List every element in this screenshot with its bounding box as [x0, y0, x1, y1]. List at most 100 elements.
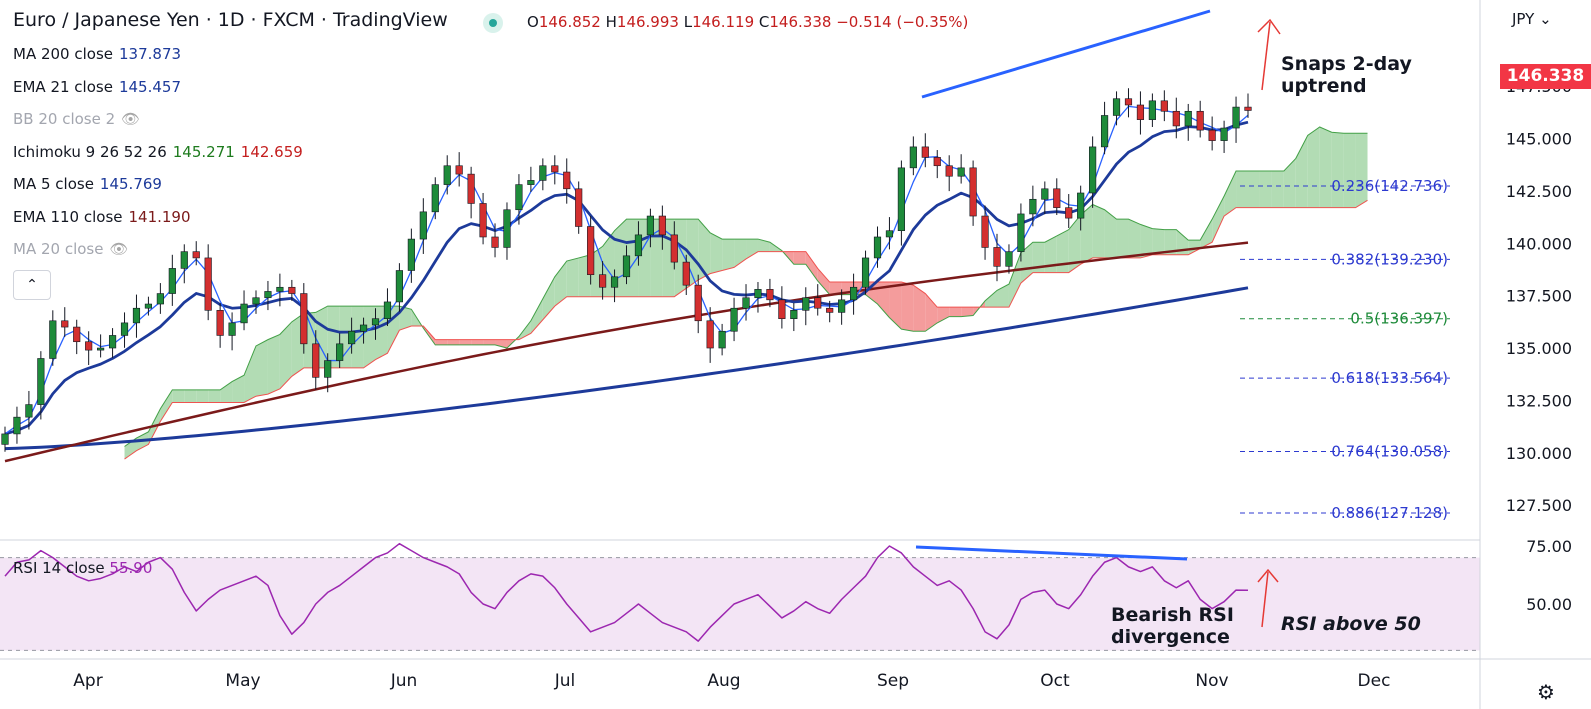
candlesticks [1, 88, 1252, 452]
cloud-segment [1343, 133, 1356, 208]
ohlc-o-label: O [527, 13, 539, 31]
ohlc-change: −0.514 (−0.35%) [836, 13, 969, 31]
candle-body [682, 261, 690, 286]
price-tick-label: 145.000 [1506, 130, 1572, 149]
cloud-segment [1020, 242, 1033, 284]
candle-body [885, 230, 894, 238]
time-tick-label: Oct [1040, 671, 1070, 691]
cloud-segment [554, 261, 567, 307]
cloud-segment [901, 282, 914, 332]
fib-level-label: 0.382(139.230) [1331, 250, 1448, 268]
candle-body [324, 360, 332, 378]
cloud-segment [1248, 170, 1260, 208]
senkou-span-b [124, 199, 1368, 460]
candle-body [658, 215, 666, 236]
candle-body [443, 165, 451, 185]
indicator-name: EMA 110 close [13, 207, 123, 226]
ohlc-high: 146.993 [616, 13, 679, 31]
cloud-segment [1092, 204, 1105, 258]
candle-body [1208, 129, 1216, 141]
indicator-legend-row[interactable]: MA 200 close 137.873 [13, 45, 181, 63]
cloud-segment [530, 298, 543, 334]
bearish-divergence-text: divergence [1111, 626, 1230, 648]
candle-body [1232, 106, 1240, 129]
ohlc-readout: O146.852 H146.993 L146.119 C146.338 −0.5… [527, 13, 968, 31]
cloud-segment [184, 389, 197, 403]
rsi-legend: RSI 14 close 55.90 [13, 559, 152, 577]
cloud-segment [244, 345, 256, 403]
candle-body [97, 347, 105, 351]
candle-body [515, 184, 523, 211]
candle-body [300, 293, 308, 345]
rsi-above-50-text: RSI above 50 [1281, 613, 1421, 635]
candle-body [969, 167, 977, 217]
cloud-segment [949, 307, 962, 317]
candle-body [587, 226, 595, 275]
hidden-eye-icon[interactable]: 👁 [109, 240, 129, 258]
collapse-legend-button[interactable]: ⌃ [13, 270, 51, 300]
candle-body [1005, 251, 1013, 267]
cloud-segment [363, 306, 376, 368]
indicator-legend-row[interactable]: MA 5 close 145.769 [13, 175, 162, 193]
candle-body [527, 180, 535, 185]
indicator-value: 145.457 [118, 77, 181, 96]
indicator-legend-row[interactable]: BB 20 close 2 👁 [13, 110, 140, 128]
indicator-value: 141.190 [128, 207, 191, 226]
cloud-segment [710, 232, 723, 274]
candle-body [73, 326, 81, 343]
indicator-legend-row[interactable]: EMA 21 close 145.457 [13, 78, 181, 96]
hidden-eye-icon[interactable]: 👁 [121, 110, 141, 128]
ohlc-close: 146.338 [769, 13, 832, 31]
candle-body [108, 335, 117, 349]
fib-level-label: 0.764(130.058) [1331, 443, 1448, 461]
candle-body [407, 238, 415, 271]
ohlc-low: 146.119 [692, 13, 755, 31]
candle-body [395, 270, 404, 303]
candle-body [599, 274, 607, 288]
currency-selector[interactable]: JPY ⌄ [1512, 10, 1552, 28]
cloud-segment [566, 257, 579, 297]
candle-body [610, 276, 619, 288]
candle-body [156, 293, 164, 305]
fib-level-label: 0.236(142.736) [1331, 177, 1448, 195]
candle-body [539, 165, 547, 181]
cloud-segment [196, 389, 209, 403]
candle-body [1077, 192, 1085, 219]
candle-body [802, 297, 810, 311]
cloud-segment [220, 381, 233, 403]
candle-body [670, 234, 678, 263]
indicator-legend-row[interactable]: MA 20 close 👁 [13, 240, 129, 258]
cloud-segment [1140, 224, 1153, 258]
candle-body [144, 303, 153, 309]
candle-body [1172, 110, 1180, 127]
indicator-legend-row[interactable]: EMA 110 close 141.190 [13, 208, 191, 226]
time-tick-label: Nov [1195, 671, 1228, 691]
candle-body [575, 188, 583, 227]
candle-body [431, 184, 439, 213]
price-tick-label: 132.500 [1506, 391, 1572, 410]
cloud-segment [746, 239, 758, 259]
time-tick-label: Sep [877, 671, 909, 691]
cloud-segment [255, 339, 268, 397]
candle-body [1136, 104, 1145, 120]
cloud-segment [1104, 209, 1117, 258]
indicator-legend-row[interactable]: Ichimoku 9 26 52 26 145.271 142.659 [13, 143, 303, 161]
candle-body [790, 310, 798, 319]
ohlc-c-label: C [758, 13, 770, 31]
cloud-segment [889, 282, 902, 330]
cloud-segment [722, 239, 735, 271]
candle-body [371, 318, 380, 326]
rsi-legend-label: RSI 14 close [13, 559, 105, 577]
candle-body [1053, 188, 1061, 208]
candle-body [120, 322, 129, 336]
indicator-value: 137.873 [119, 45, 182, 63]
cloud-segment [495, 339, 507, 349]
senkou-span-a [124, 126, 1368, 447]
settings-gear-icon[interactable]: ⚙ [1537, 680, 1555, 704]
candle-body [1220, 127, 1228, 141]
cloud-segment [351, 306, 364, 368]
fib-level-label: 0.5(136.397) [1350, 310, 1448, 328]
